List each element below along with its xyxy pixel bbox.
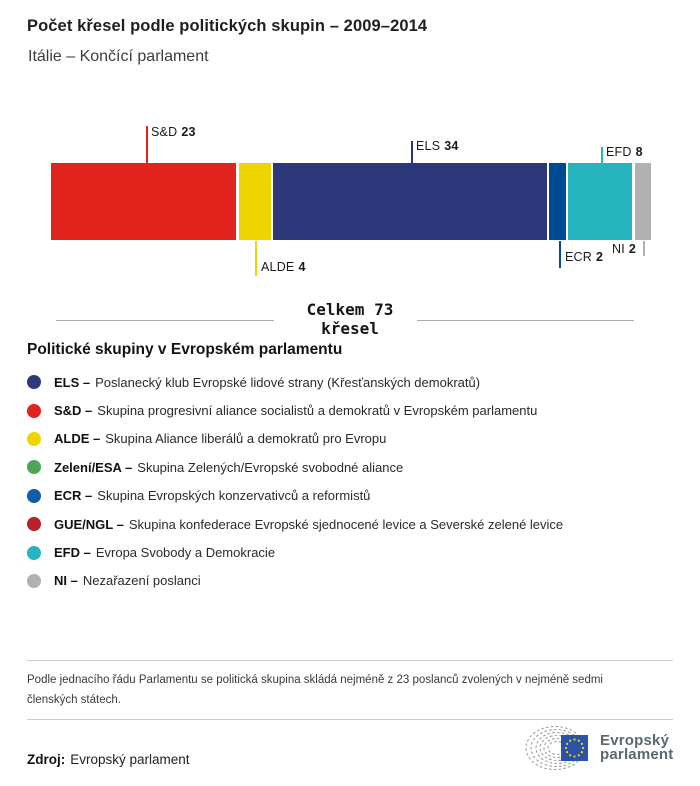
legend-item-zeleni-esa: Zelení/ESA – Skupina Zelených/Evropské s… xyxy=(27,453,677,481)
seat-bar xyxy=(51,163,651,240)
bar-segment-ecr xyxy=(549,163,566,240)
legend-item-sd: S&D – Skupina progresivní aliance social… xyxy=(27,396,677,424)
ep-logo-line2: parlament xyxy=(600,746,674,763)
legend-abbr: Zelení/ESA – xyxy=(54,459,133,475)
alde-color-dot-icon xyxy=(27,431,41,446)
group-name: EFD xyxy=(606,145,632,159)
legend-abbr: GUE/NGL – xyxy=(54,516,124,532)
callout-line-sd xyxy=(146,126,148,163)
group-name: S&D xyxy=(151,125,178,139)
ep-logo-text: Evropský parlament xyxy=(600,731,674,763)
seat-count: 8 xyxy=(635,145,643,159)
ep-logo: Evropský parlament xyxy=(524,724,674,772)
group-name: ELS xyxy=(416,139,441,153)
callout-label-sd: S&D 23 xyxy=(151,125,196,139)
divider-top xyxy=(27,660,673,661)
bar-segment-ni xyxy=(634,163,651,240)
source-value: Evropský parlament xyxy=(70,752,190,767)
callout-line-efd xyxy=(601,147,603,163)
legend-item-els: ELS – Poslanecký klub Evropské lidové st… xyxy=(27,368,677,396)
legend-desc: Skupina progresivní aliance socialistů a… xyxy=(97,403,538,419)
legend-desc: Nezařazení poslanci xyxy=(82,573,201,589)
legend-abbr: ELS – xyxy=(54,374,91,390)
legend-abbr: ECR – xyxy=(54,488,93,504)
callout-label-alde: ALDE 4 xyxy=(261,260,306,274)
bar-segment-efd xyxy=(568,163,633,240)
page-subtitle: Itálie – Končící parlament xyxy=(28,48,209,65)
legend-desc: Skupina Evropských konzervativců a refor… xyxy=(97,488,371,504)
divider-bottom xyxy=(27,719,673,720)
efd-color-dot-icon xyxy=(27,545,41,560)
callout-line-alde xyxy=(255,241,257,276)
total-line1: Celkem 73 xyxy=(306,300,394,319)
callout-label-els: ELS 34 xyxy=(416,139,459,153)
page-title: Počet křesel podle politických skupin – … xyxy=(27,17,428,35)
legend-heading: Politické skupiny v Evropském parlamentu xyxy=(27,341,343,358)
total-rule-left xyxy=(56,320,274,321)
callout-label-ni: NI 2 xyxy=(612,242,636,256)
legend-desc: Skupina Zelených/Evropské svobodné alian… xyxy=(137,459,404,475)
seat-count: 2 xyxy=(628,242,637,256)
total-line2: křesel xyxy=(321,318,379,338)
legend-desc: Poslanecký klub Evropské lidové strany (… xyxy=(95,374,481,390)
group-name: NI xyxy=(612,242,625,256)
footnote: Podle jednacího řádu Parlamentu se polit… xyxy=(27,671,657,710)
legend-desc: Evropa Svobody a Demokracie xyxy=(95,545,276,561)
bar-segment-els xyxy=(273,163,547,240)
callout-line-ni xyxy=(643,241,645,256)
total-rule-right xyxy=(417,320,634,321)
callout-label-ecr: ECR 2 xyxy=(565,250,603,264)
callout-label-efd: EFD 8 xyxy=(606,145,643,159)
legend-abbr: NI – xyxy=(54,573,78,589)
ecr-color-dot-icon xyxy=(27,488,41,503)
gue-color-dot-icon xyxy=(27,517,41,532)
bar-segment-sd xyxy=(51,163,237,240)
els-color-dot-icon xyxy=(27,375,41,390)
footnote-line2: členských státech. xyxy=(27,693,121,706)
ni-color-dot-icon xyxy=(27,573,41,588)
greens-color-dot-icon xyxy=(27,460,41,475)
legend-abbr: ALDE – xyxy=(54,431,101,447)
footnote-line1: Podle jednacího řádu Parlamentu se polit… xyxy=(27,674,603,686)
legend-desc: Skupina Aliance liberálů a demokratů pro… xyxy=(105,431,387,447)
legend-item-ni: NI – Nezařazení poslanci xyxy=(27,567,677,595)
legend-abbr: S&D – xyxy=(54,403,93,419)
group-name: ALDE xyxy=(261,260,295,274)
source-label: Zdroj: xyxy=(27,752,66,767)
seat-count: 34 xyxy=(444,139,459,153)
legend-item-gue-ngl: GUE/NGL – Skupina konfederace Evropské s… xyxy=(27,510,677,538)
seat-count: 23 xyxy=(181,125,196,139)
legend-abbr: EFD – xyxy=(54,545,91,561)
callout-line-ecr xyxy=(559,241,561,268)
bar-segment-alde xyxy=(238,163,271,240)
sd-color-dot-icon xyxy=(27,403,41,418)
source-line: Zdroj: Evropský parlament xyxy=(27,752,190,767)
total-seats: Celkem 73 křesel xyxy=(0,300,700,338)
seat-count: 4 xyxy=(298,260,306,274)
group-name: ECR xyxy=(565,250,592,264)
legend-item-efd: EFD – Evropa Svobody a Demokracie xyxy=(27,538,677,566)
legend-desc: Skupina konfederace Evropské sjednocené … xyxy=(128,516,564,532)
callout-line-els xyxy=(411,141,413,163)
ep-logo-line1: Evropský xyxy=(600,731,670,749)
legend-list: ELS – Poslanecký klub Evropské lidové st… xyxy=(27,368,677,595)
legend-item-alde: ALDE – Skupina Aliance liberálů a demokr… xyxy=(27,425,677,453)
legend-item-ecr: ECR – Skupina Evropských konzervativců a… xyxy=(27,482,677,510)
seat-count: 2 xyxy=(596,250,604,264)
ep-hemicycle-flag-icon xyxy=(525,725,588,771)
